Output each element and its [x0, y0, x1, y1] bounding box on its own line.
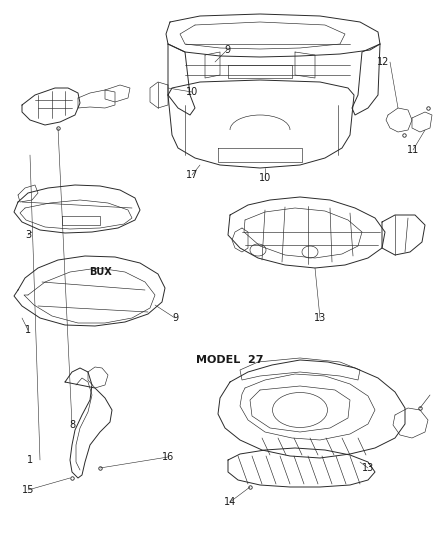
Text: 10: 10	[186, 87, 198, 97]
Text: 12: 12	[377, 57, 389, 67]
Text: 13: 13	[314, 313, 326, 323]
Text: 11: 11	[407, 145, 419, 155]
Text: 3: 3	[25, 230, 31, 240]
Text: 13: 13	[362, 463, 374, 473]
Text: 15: 15	[22, 485, 34, 495]
Text: 8: 8	[69, 420, 75, 430]
Text: MODEL  27: MODEL 27	[196, 355, 264, 365]
Text: 1: 1	[27, 455, 33, 465]
Text: 9: 9	[224, 45, 230, 55]
Text: 9: 9	[172, 313, 178, 323]
Text: 16: 16	[162, 452, 174, 462]
Text: 14: 14	[224, 497, 236, 507]
Text: 17: 17	[186, 170, 198, 180]
Text: 10: 10	[259, 173, 271, 183]
Text: 1: 1	[25, 325, 31, 335]
Text: BUX: BUX	[88, 267, 111, 277]
